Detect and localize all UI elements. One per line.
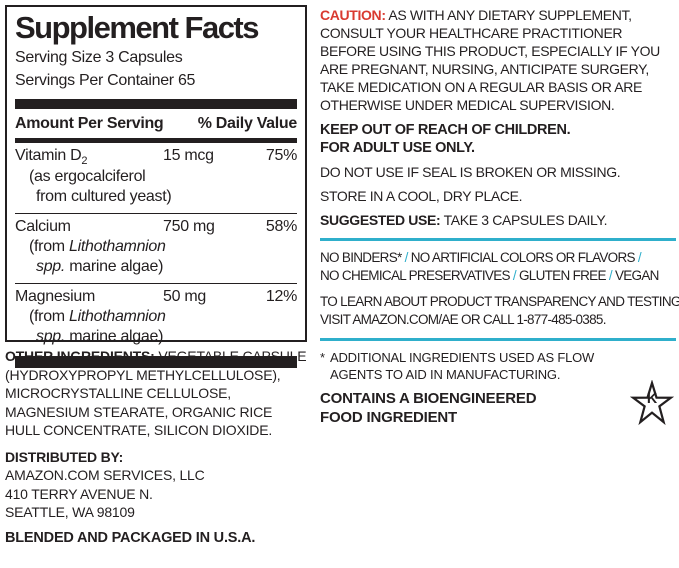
supplement-facts-panel: Supplement Facts Serving Size 3 Capsules… xyxy=(5,5,307,368)
distributor-line: 410 TERRY AVENUE N. xyxy=(5,485,153,502)
nutrient-name: Magnesium xyxy=(15,288,96,305)
nutrient-source-line: (as ergocalciferol xyxy=(29,168,146,185)
distributed-by-block: DISTRIBUTED BY: AMAZON.COM SERVICES, LLC… xyxy=(5,448,308,522)
servings-per-container: Servings Per Container 65 xyxy=(15,72,196,89)
nutrient-source-line: spp. marine algae) xyxy=(36,258,164,275)
table-header-row: Amount Per Serving % Daily Value xyxy=(15,109,297,138)
nutrient-amount: 15 mcg xyxy=(163,147,214,164)
suggested-use-text: TAKE 3 CAPSULES DAILY. xyxy=(443,212,608,228)
table-row: Calcium 750 mg 58% (from Lithothamnion s… xyxy=(15,213,297,283)
kosher-star-k-icon: K xyxy=(630,380,674,426)
nutrient-source-line: spp. marine algae) xyxy=(36,328,164,345)
nutrient-amount: 50 mg xyxy=(163,288,206,305)
nutrient-source-line: (from Lithothamnion xyxy=(29,308,166,325)
table-row: Vitamin D2 15 mcg 75% (as ergocalciferol… xyxy=(15,143,297,213)
nutrient-source-line: (from Lithothamnion xyxy=(29,238,166,255)
panel-title: Supplement Facts xyxy=(15,10,260,45)
divider-bar-medium xyxy=(15,138,297,143)
left-lower-block: OTHER INGREDIENTS: VEGETABLE CAPSULE (HY… xyxy=(5,347,308,547)
nutrient-daily-value: 58% xyxy=(265,218,297,235)
other-ingredients: OTHER INGREDIENTS: VEGETABLE CAPSULE (HY… xyxy=(5,347,308,440)
footnote-line: ADDITIONAL INGREDIENTS USED AS FLOW xyxy=(330,350,595,365)
serving-size: Serving Size 3 Capsules xyxy=(15,49,183,66)
caution-text: AS WITH ANY DIETARY SUPPLEMENT, CONSULT … xyxy=(320,7,660,113)
transparency-line: VISIT AMAZON.COM/AE OR CALL 1-877-485-03… xyxy=(320,312,606,327)
claim-separator: / xyxy=(634,250,642,265)
claim-separator: / xyxy=(509,268,519,283)
distributor-line: AMAZON.COM SERVICES, LLC xyxy=(5,467,205,483)
keep-out-line: KEEP OUT OF REACH OF CHILDREN. xyxy=(320,122,571,138)
footnote-line: AGENTS TO AID IN MANUFACTURING. xyxy=(330,366,561,382)
suggested-use: SUGGESTED USE: TAKE 3 CAPSULES DAILY. xyxy=(320,211,676,229)
claim-separator: / xyxy=(401,250,411,265)
accent-rule xyxy=(320,338,676,341)
nutrient-daily-value: 12% xyxy=(265,288,297,305)
nutrient-name: Calcium xyxy=(15,218,71,235)
nutrient-daily-value: 75% xyxy=(265,147,297,164)
other-ingredients-label: OTHER INGREDIENTS: xyxy=(5,348,155,364)
bioengineered-line: FOOD INGREDIENT xyxy=(320,409,458,426)
bioengineered-line: CONTAINS A BIOENGINEERED xyxy=(320,390,537,407)
storage-instruction: STORE IN A COOL, DRY PLACE. xyxy=(320,188,523,204)
claims-line: NO CHEMICAL PRESERVATIVES / GLUTEN FREE … xyxy=(320,268,659,283)
blended-packaged-line: BLENDED AND PACKAGED IN U.S.A. xyxy=(5,529,256,546)
bioengineered-statement: CONTAINS A BIOENGINEERED FOOD INGREDIENT xyxy=(320,389,676,427)
suggested-use-label: SUGGESTED USE: xyxy=(320,212,441,228)
claims-line: NO BINDERS* / NO ARTIFICIAL COLORS OR FL… xyxy=(320,250,642,265)
distributed-by-label: DISTRIBUTED BY: xyxy=(5,448,124,465)
product-claims: NO BINDERS* / NO ARTIFICIAL COLORS OR FL… xyxy=(320,249,676,285)
divider-bar-bottom xyxy=(15,356,297,368)
transparency-line: TO LEARN ABOUT PRODUCT TRANSPARENCY AND … xyxy=(320,294,679,309)
nutrient-amount: 750 mg xyxy=(163,218,215,235)
flow-agents-footnote: * ADDITIONAL INGREDIENTS USED AS FLOW AG… xyxy=(320,350,676,383)
nutrient-name: Vitamin D2 xyxy=(15,147,88,167)
seal-warning: DO NOT USE IF SEAL IS BROKEN OR MISSING. xyxy=(320,164,621,180)
column-header-amount: Amount Per Serving xyxy=(15,115,164,132)
nutrient-name-subscript: 2 xyxy=(81,155,88,167)
other-ingredients-text: VEGETABLE CAPSULE (HYDROXYPROPYL METHYLC… xyxy=(5,348,307,438)
distributor-line: SEATTLE, WA 98109 xyxy=(5,504,135,520)
right-column: CAUTION: AS WITH ANY DIETARY SUPPLEMENT,… xyxy=(320,6,679,427)
nutrient-source-line: from cultured yeast) xyxy=(36,188,172,205)
claim-separator: / xyxy=(605,268,615,283)
caution-paragraph: CAUTION: AS WITH ANY DIETARY SUPPLEMENT,… xyxy=(320,6,676,114)
keep-out-block: KEEP OUT OF REACH OF CHILDREN. FOR ADULT… xyxy=(320,121,676,157)
column-header-daily-value: % Daily Value xyxy=(197,115,298,132)
adult-use-line: FOR ADULT USE ONLY. xyxy=(320,140,475,156)
table-row: Magnesium 50 mg 12% (from Lithothamnion … xyxy=(15,283,297,353)
kosher-k-letter: K xyxy=(647,391,658,407)
footnote-asterisk: * xyxy=(320,350,325,365)
transparency-notice: TO LEARN ABOUT PRODUCT TRANSPARENCY AND … xyxy=(320,293,679,329)
divider-bar-thick xyxy=(15,99,297,109)
caution-label: CAUTION: xyxy=(320,7,386,23)
accent-rule xyxy=(320,238,676,241)
